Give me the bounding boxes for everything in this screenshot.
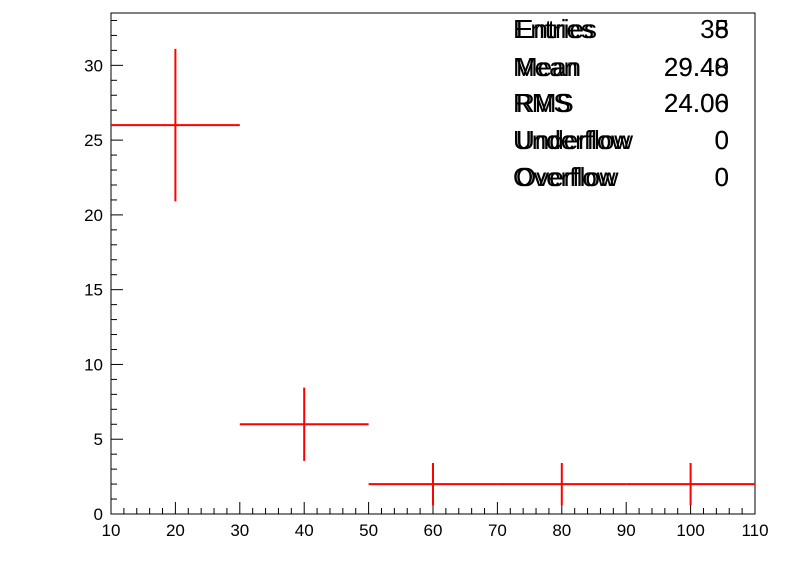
stat-value-overlay: 0 [715,125,729,155]
stat-value-overlay: 24.06 [664,88,729,118]
stat-label-overlay: Entries [516,14,597,44]
stat-label: RMS [513,88,571,118]
x-tick-label: 20 [166,521,185,540]
stat-value-overlay: 5 [715,14,729,44]
stat-value: 0 [715,125,729,155]
x-tick-label: 100 [676,521,704,540]
x-tick-label: 70 [488,521,507,540]
y-tick-label: 10 [84,355,103,374]
data-point [497,463,627,506]
stat-value: 38 [700,14,729,44]
x-tick-label: 40 [295,521,314,540]
x-tick-label: 50 [359,521,378,540]
stat-value-overlay: 29.48 [664,52,729,82]
stat-value-overlay: 0 [715,162,729,192]
stat-label: Overflow [513,162,616,192]
data-marks [111,48,755,506]
data-point [239,387,369,461]
x-tick-label: 90 [617,521,636,540]
stat-value: 0 [715,162,729,192]
stat-label-overlay: Overflow [516,162,619,192]
y-tick-label: 20 [84,206,103,225]
y-tick-label: 25 [84,131,103,150]
x-tick-label: 80 [552,521,571,540]
y-tick-label: 15 [84,281,103,300]
y-tick-label: 0 [94,505,103,524]
x-tick-label: 110 [741,521,768,540]
stat-value: 29.40 [664,52,729,82]
stat-label-overlay: RMS [516,88,574,118]
data-point [368,463,498,506]
stat-label: Entries [513,14,594,44]
data-point [111,48,240,202]
data-point [626,463,755,506]
stat-label-overlay: Mean [516,52,581,82]
plot-frame [110,12,756,515]
stat-label-overlay: Underflow [516,125,633,155]
x-tick-label: 10 [102,521,121,540]
stat-label: Mean [513,52,578,82]
stat-label: Underflow [513,125,630,155]
x-tick-label: 30 [230,521,249,540]
x-tick-label: 60 [424,521,443,540]
y-tick-label: 30 [84,56,103,75]
stat-value: 24.00 [664,88,729,118]
y-tick-label: 5 [94,430,103,449]
